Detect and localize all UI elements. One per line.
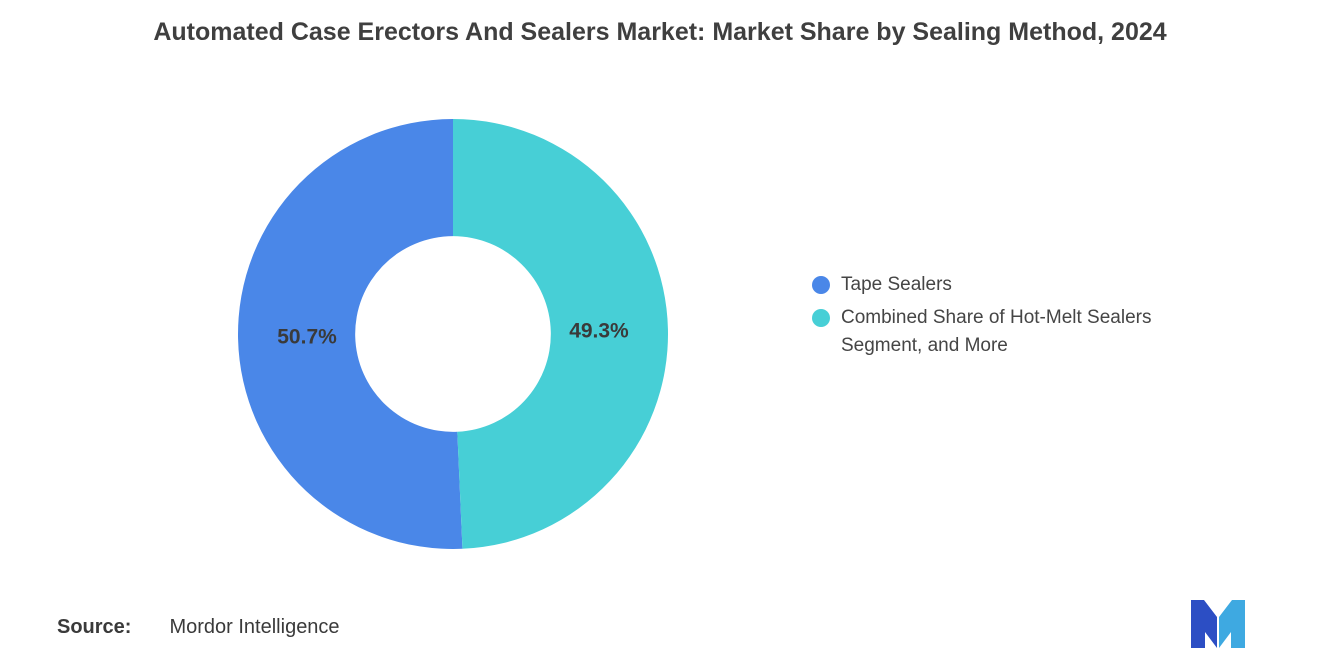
chart-title: Automated Case Erectors And Sealers Mark… (153, 18, 1167, 46)
donut-svg: 50.7% 49.3% (238, 119, 668, 549)
legend-label: Tape Sealers (841, 274, 952, 295)
legend-label: Combined Share of Hot-Melt Sealers Segme… (841, 307, 1152, 356)
donut-slice (453, 119, 668, 549)
source-label: Source: (57, 616, 132, 638)
slice-value-label: 49.3% (569, 319, 629, 342)
source-text: Mordor Intelligence (169, 616, 340, 638)
slice-value-label: 50.7% (277, 326, 337, 349)
chart-title-wrap: Automated Case Erectors And Sealers Mark… (0, 12, 1320, 52)
legend: Tape Sealers Combined Share of Hot-Melt … (812, 271, 1214, 360)
donut-chart: 50.7% 49.3% (238, 119, 668, 549)
legend-marker (812, 276, 830, 294)
legend-marker (812, 309, 830, 327)
donut-slice (238, 119, 463, 549)
mordor-intelligence-logo (1191, 600, 1245, 648)
legend-item: Tape Sealers (812, 271, 1214, 299)
source-note: Source: Mordor Intelligence (57, 615, 340, 639)
legend-item: Combined Share of Hot-Melt Sealers Segme… (812, 304, 1214, 360)
